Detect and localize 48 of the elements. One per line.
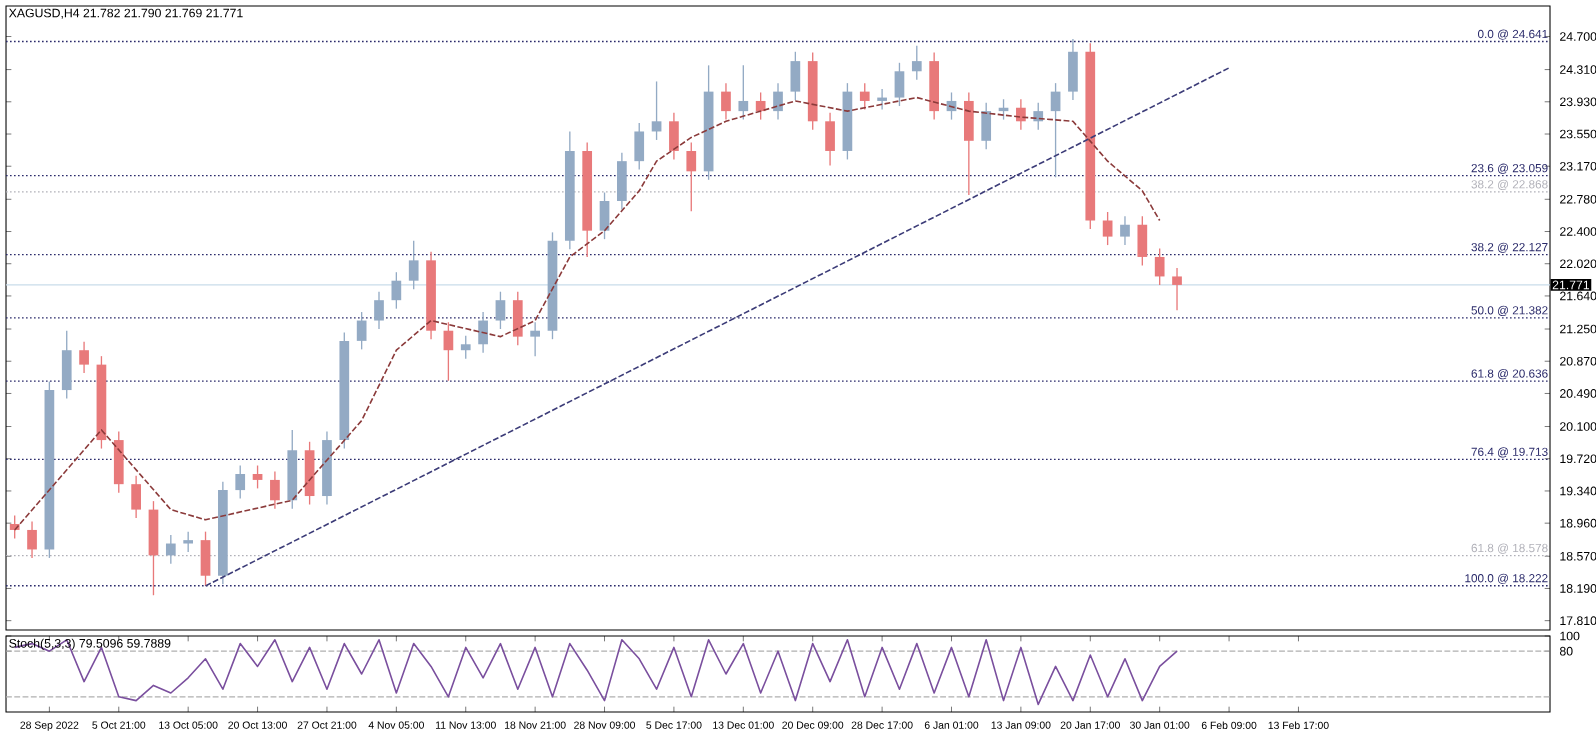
candlestick bbox=[512, 291, 523, 346]
candlestick bbox=[374, 291, 384, 330]
candlestick bbox=[790, 51, 801, 101]
candlestick bbox=[183, 530, 194, 553]
candlestick bbox=[755, 91, 766, 121]
candlestick bbox=[894, 62, 905, 107]
candlestick bbox=[859, 82, 870, 111]
candlestick bbox=[61, 330, 72, 400]
candlestick bbox=[408, 240, 419, 290]
candlestick bbox=[981, 101, 992, 150]
candlestick bbox=[148, 500, 159, 596]
candlestick bbox=[478, 311, 488, 354]
candlestick bbox=[721, 82, 731, 121]
candlestick bbox=[530, 321, 540, 357]
candlestick bbox=[1102, 211, 1113, 246]
candlestick bbox=[1068, 38, 1078, 101]
candlestick bbox=[443, 321, 454, 382]
candlestick bbox=[825, 112, 835, 167]
candlestick bbox=[1050, 82, 1061, 178]
candlestick bbox=[963, 91, 974, 196]
candlestick bbox=[495, 291, 506, 330]
candlestick bbox=[617, 152, 627, 211]
candlestick bbox=[27, 520, 37, 559]
candlestick bbox=[252, 464, 263, 490]
candlestick bbox=[634, 122, 645, 171]
candlestick bbox=[131, 475, 141, 519]
candlestick bbox=[669, 112, 679, 161]
candlestick bbox=[356, 311, 367, 351]
candlestick bbox=[165, 534, 176, 565]
candlestick bbox=[877, 88, 887, 111]
candlestick bbox=[911, 45, 922, 81]
candlestick bbox=[235, 464, 246, 500]
candlestick bbox=[270, 470, 280, 510]
candlestick bbox=[200, 530, 211, 587]
candlestick bbox=[79, 341, 89, 374]
candlestick bbox=[460, 335, 471, 360]
candlestick bbox=[391, 271, 402, 310]
candlestick bbox=[1120, 215, 1130, 246]
candlestick bbox=[1154, 247, 1165, 286]
candlestick bbox=[599, 191, 610, 240]
candlestick bbox=[1172, 267, 1182, 312]
line-series bbox=[13, 639, 1178, 706]
candlestick bbox=[773, 82, 783, 121]
candlestick bbox=[1137, 215, 1148, 267]
candlestick bbox=[686, 141, 697, 212]
candlestick bbox=[113, 430, 124, 494]
candlestick bbox=[651, 80, 662, 141]
candlestick bbox=[738, 64, 749, 121]
